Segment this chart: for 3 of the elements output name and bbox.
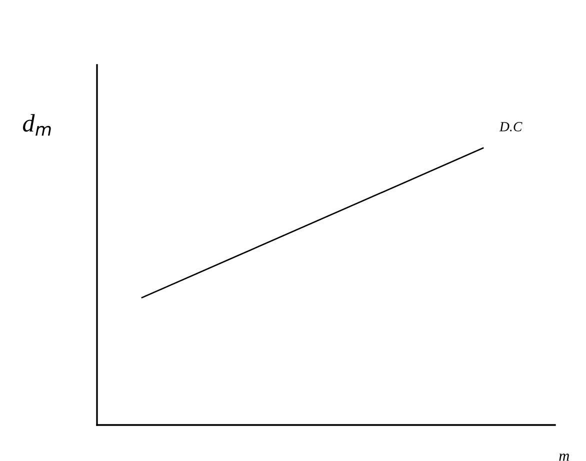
series-label: D.C	[499, 122, 522, 132]
y-axis-title: d$_{m}$	[22, 114, 51, 136]
x-axis-title: m	[559, 454, 570, 461]
